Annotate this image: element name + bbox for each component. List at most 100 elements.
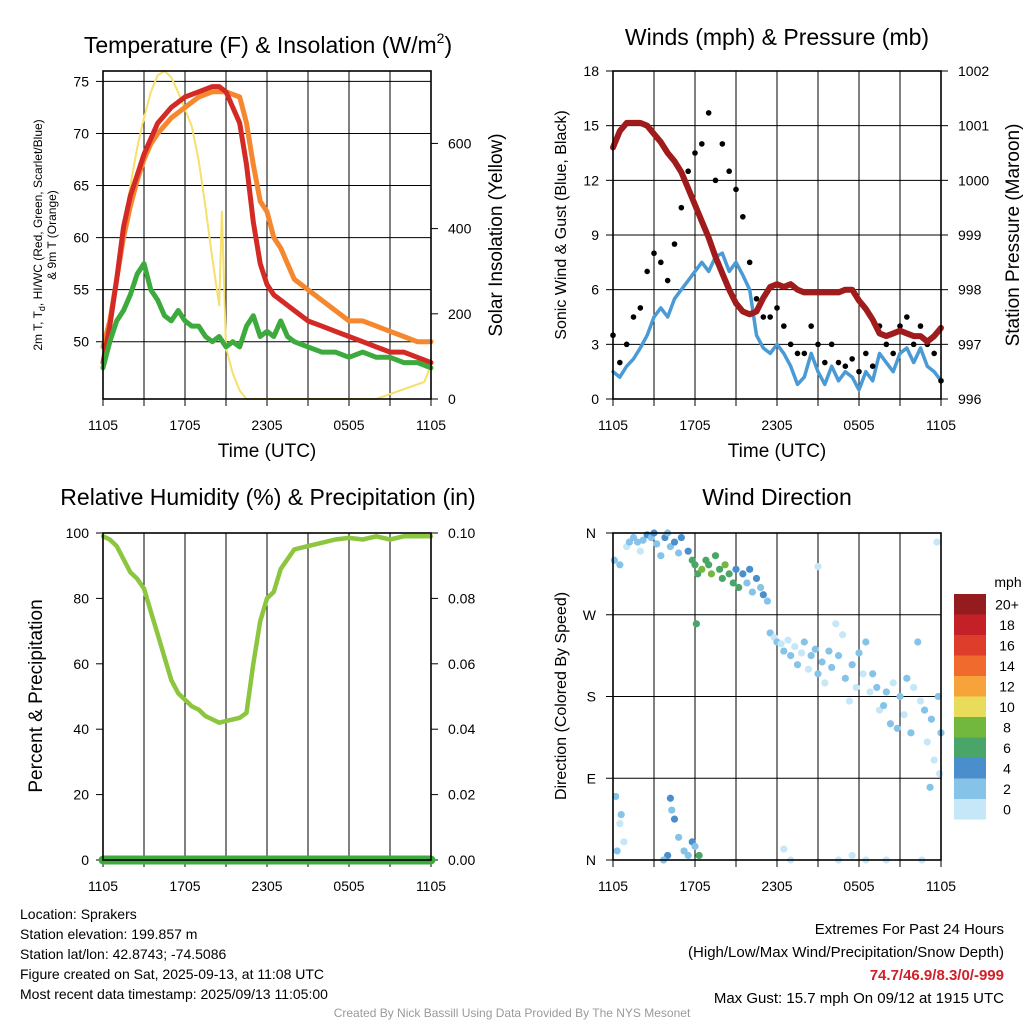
direction-point [862, 638, 870, 646]
series-line-blue [611, 251, 943, 392]
recent-data-text: Most recent data timestamp: 2025/09/13 1… [20, 986, 328, 1002]
x-tick-label-dir: 1105 [598, 878, 628, 894]
gust-point [658, 259, 664, 266]
x-tick-label-dir: 2305 [761, 878, 792, 894]
direction-point [746, 565, 754, 573]
direction-point [757, 583, 765, 592]
direction-point [900, 711, 908, 719]
direction-point [732, 565, 740, 573]
direction-point [916, 697, 925, 705]
direction-point [927, 715, 936, 723]
direction-point [725, 570, 733, 578]
colorbar-swatch [954, 758, 986, 779]
direction-point [832, 620, 840, 628]
direction-point [882, 688, 890, 696]
colorbar-swatch [954, 614, 986, 635]
gust-point [815, 341, 821, 348]
gust-point [822, 359, 828, 366]
colorbar-swatch [954, 696, 986, 717]
direction-point [821, 679, 829, 687]
y-right-tick-label-temp: 600 [448, 135, 472, 151]
direction-point [657, 552, 665, 560]
y-tick-label-temp: 70 [73, 125, 89, 141]
direction-point [930, 756, 938, 764]
y-right-tick-label-winds: 1001 [958, 118, 989, 134]
direction-point [691, 842, 699, 850]
direction-point [869, 670, 877, 678]
direction-point [791, 642, 799, 651]
y-label-line-1: 2m T, T [31, 310, 45, 350]
y-right-tick-label-rh: 0.02 [448, 787, 475, 803]
colorbar-swatch [954, 717, 986, 738]
gust-point [801, 350, 808, 357]
direction-point [617, 810, 625, 819]
colorbar-swatch [954, 799, 986, 820]
gust-point [705, 110, 712, 116]
winds-panel: Winds (mph) & Pressure (mb) 0 3 6 9 12 15 18 996… [553, 24, 1024, 462]
direction-point [707, 570, 716, 578]
direction-point [886, 720, 895, 728]
x-tick-label-dir: 0505 [843, 878, 874, 894]
direction-point [613, 847, 621, 855]
colorbar-swatch [954, 737, 986, 758]
y-right-tick-label-temp: 400 [448, 221, 472, 237]
colorbar-swatch [954, 655, 986, 676]
gust-point [630, 314, 637, 320]
series-line-maroon [610, 119, 944, 345]
direction-point [787, 652, 795, 660]
gust-point [835, 359, 842, 366]
direction-point [780, 647, 788, 655]
y-tick-label-rh: 40 [73, 721, 89, 737]
direction-point [612, 792, 620, 801]
direction-point [845, 697, 854, 705]
colorbar-swatch [954, 778, 986, 799]
direction-point [695, 851, 703, 860]
direction-point [841, 674, 849, 682]
gust-point [712, 177, 719, 184]
direction-point [811, 645, 819, 653]
colorbar-swatch [954, 635, 986, 656]
direction-point [677, 533, 685, 542]
colorbar-label: 14 [999, 658, 1015, 674]
created-text: Figure created on Sat, 2025-09-13, at 11… [20, 966, 325, 982]
direction-point [666, 794, 675, 802]
plot-frame-winds [612, 70, 942, 400]
colorbar-label: 10 [999, 699, 1015, 715]
x-tick-label-rh: 0505 [333, 878, 364, 894]
direction-point [718, 574, 726, 583]
location-text: Location: Sprakers [20, 906, 137, 922]
gust-point [828, 341, 835, 348]
direction-point [873, 683, 881, 692]
gust-point [617, 359, 623, 366]
direction-point [926, 783, 934, 791]
direction-point [825, 647, 833, 655]
x-tick-label-winds: 0505 [843, 417, 874, 433]
direction-point [807, 652, 815, 660]
x-tick-label-rh: 2305 [251, 878, 282, 894]
direction-point [800, 638, 808, 646]
direction-point [721, 561, 729, 569]
x-axis-label-temp: Time (UTC) [218, 441, 317, 462]
gust-point [767, 314, 773, 320]
direction-tick-label: E [587, 770, 596, 786]
colorbar-unit: mph [994, 574, 1021, 590]
x-tick-label-rh: 1105 [88, 878, 118, 894]
gust-point [897, 323, 903, 329]
colorbar-label: 0 [1003, 801, 1011, 817]
direction-point [804, 665, 813, 673]
direction-point [784, 636, 792, 644]
direction-point [729, 579, 737, 587]
direction-point [855, 649, 863, 657]
direction-point [739, 570, 747, 578]
gust-point [931, 350, 937, 357]
x-tick-label-rh: 1705 [169, 878, 200, 894]
y-right-tick-label-rh: 0.08 [448, 590, 475, 606]
direction-point [735, 583, 743, 592]
y-tick-label-winds: 9 [591, 227, 599, 243]
y-right-tick-label-winds: 997 [958, 336, 982, 352]
y-tick-label-winds: 18 [583, 63, 599, 79]
direction-point [620, 838, 628, 846]
direction-point [675, 833, 683, 841]
y-tick-label-temp: 50 [73, 334, 89, 350]
